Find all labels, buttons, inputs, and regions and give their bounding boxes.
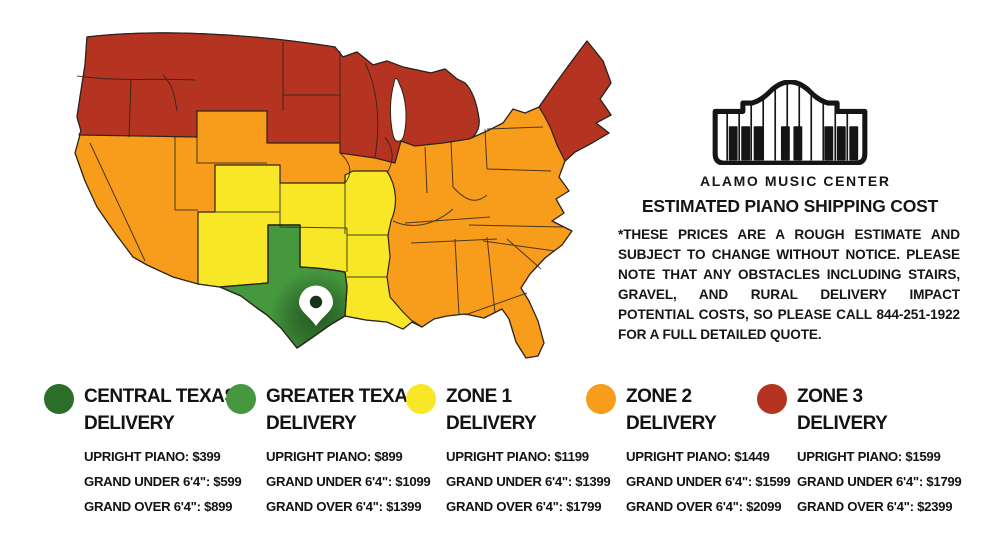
grand-over-64-price: GRAND OVER 6'4": $2099 <box>626 499 782 514</box>
legend-item-greater-texas: GREATER TEXAS DELIVERY UPRIGHT PIANO: $8… <box>226 383 431 519</box>
grand-under-64-price: GRAND UNDER 6'4": $1099 <box>266 474 431 489</box>
grand-under-64-price: GRAND UNDER 6'4": $1599 <box>626 474 791 489</box>
zone-subtitle: DELIVERY <box>626 413 717 434</box>
zone1-color-dot <box>406 384 436 414</box>
legend-item-zone3: ZONE 3 DELIVERY UPRIGHT PIANO: $1599 GRA… <box>757 383 962 519</box>
us-shipping-zones-map <box>74 32 612 359</box>
grand-over-64-price: GRAND OVER 6'4": $1399 <box>266 499 422 514</box>
upright-piano-price: UPRIGHT PIANO: $399 <box>84 449 221 464</box>
alamo-music-center-logo: ALAMO MUSIC CENTER <box>700 79 891 189</box>
zone3-color-dot <box>757 384 787 414</box>
zone2-color-dot <box>586 384 616 414</box>
zone-subtitle: DELIVERY <box>446 413 537 434</box>
zone-title: ZONE 2 <box>626 386 692 407</box>
grand-under-64-price: GRAND UNDER 6'4": $599 <box>84 474 242 489</box>
legend-item-central-texas: CENTRAL TEXAS DELIVERY UPRIGHT PIANO: $3… <box>44 383 242 519</box>
grand-under-64-price: GRAND UNDER 6'4": $1399 <box>446 474 611 489</box>
grand-over-64-price: GRAND OVER 6'4": $2399 <box>797 499 953 514</box>
grand-over-64-price: GRAND OVER 6'4": $899 <box>84 499 233 514</box>
zone-title: GREATER TEXAS <box>266 386 420 407</box>
zone-title: ZONE 3 <box>797 386 863 407</box>
zone3-region-north <box>76 32 480 164</box>
legend-item-zone1: ZONE 1 DELIVERY UPRIGHT PIANO: $1199 GRA… <box>406 383 611 519</box>
zone-subtitle: DELIVERY <box>797 413 888 434</box>
zone-subtitle: DELIVERY <box>266 413 357 434</box>
upright-piano-price: UPRIGHT PIANO: $1449 <box>626 449 770 464</box>
location-pin-icon <box>299 285 333 326</box>
lake-michigan <box>390 78 407 142</box>
zone-title: ZONE 1 <box>446 386 512 407</box>
central-texas-color-dot <box>44 384 74 414</box>
greater-texas-color-dot <box>226 384 256 414</box>
legend-item-zone2: ZONE 2 DELIVERY UPRIGHT PIANO: $1449 GRA… <box>586 383 791 519</box>
upright-piano-price: UPRIGHT PIANO: $1599 <box>797 449 941 464</box>
zone3-region-new-england <box>538 40 612 162</box>
brand-name: ALAMO MUSIC CENTER <box>700 173 891 189</box>
grand-under-64-price: GRAND UNDER 6'4": $1799 <box>797 474 962 489</box>
page-title: ESTIMATED PIANO SHIPPING COST <box>641 196 939 216</box>
disclaimer-text: *THESE PRICES ARE A ROUGH ESTIMATE AND S… <box>618 227 960 342</box>
state-borders <box>76 42 564 316</box>
grand-over-64-price: GRAND OVER 6'4": $1799 <box>446 499 602 514</box>
zone-title: CENTRAL TEXAS <box>84 386 237 407</box>
piano-keys-alamo-icon <box>712 79 868 166</box>
upright-piano-price: UPRIGHT PIANO: $1199 <box>446 449 589 464</box>
upright-piano-price: UPRIGHT PIANO: $899 <box>266 449 403 464</box>
zone-subtitle: DELIVERY <box>84 413 175 434</box>
